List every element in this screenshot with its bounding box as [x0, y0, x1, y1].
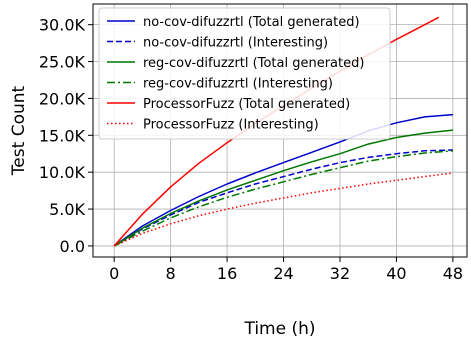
series-line-6: [113, 172, 453, 247]
legend-label: reg-cov-difuzzrtl (Interesting): [143, 77, 333, 92]
axis-ticks: 0 8 16 24 32 40 48 0.0 5.0K 10.0K 15.0K 20.0K 25.0K 3…: [39, 16, 463, 283]
x-tick-label: 24: [273, 264, 293, 283]
y-tick-label: 30.0K: [39, 16, 86, 35]
x-axis-title: Time (h): [243, 319, 315, 339]
y-tick-label: 25.0K: [39, 53, 86, 72]
x-tick-label: 32: [330, 264, 350, 283]
legend-label: ProcessorFuzz (Total generated): [143, 97, 350, 112]
legend-label: ProcessorFuzz (Interesting): [143, 118, 319, 133]
y-axis-title: Test Count: [9, 85, 29, 176]
x-tick-label: 48: [443, 264, 463, 283]
series-line-2: [113, 149, 453, 247]
legend-label: reg-cov-difuzzrtl (Total generated): [143, 56, 364, 71]
legend: no-cov-difuzzrtl (Total generated) no-cov…: [98, 7, 391, 140]
series-line-4: [113, 150, 453, 247]
y-tick-label: 5.0K: [49, 200, 85, 219]
legend-box: [98, 7, 391, 140]
y-tick-label: 15.0K: [39, 126, 86, 145]
y-tick-label: 10.0K: [39, 163, 86, 182]
legend-label: no-cov-difuzzrtl (Interesting): [143, 36, 328, 51]
x-tick-label: 0: [109, 264, 119, 283]
series-lines: [113, 16, 453, 247]
x-tick-label: 8: [166, 264, 176, 283]
y-tick-label: 20.0K: [39, 89, 86, 108]
series-line-1: [113, 113, 453, 247]
series-line-3: [113, 129, 453, 247]
legend-label: no-cov-difuzzrtl (Total generated): [143, 15, 360, 30]
plot-frame: [92, 3, 468, 258]
x-tick-label: 16: [217, 264, 237, 283]
x-tick-label: 40: [386, 264, 406, 283]
y-tick-label: 0.0: [60, 237, 85, 256]
